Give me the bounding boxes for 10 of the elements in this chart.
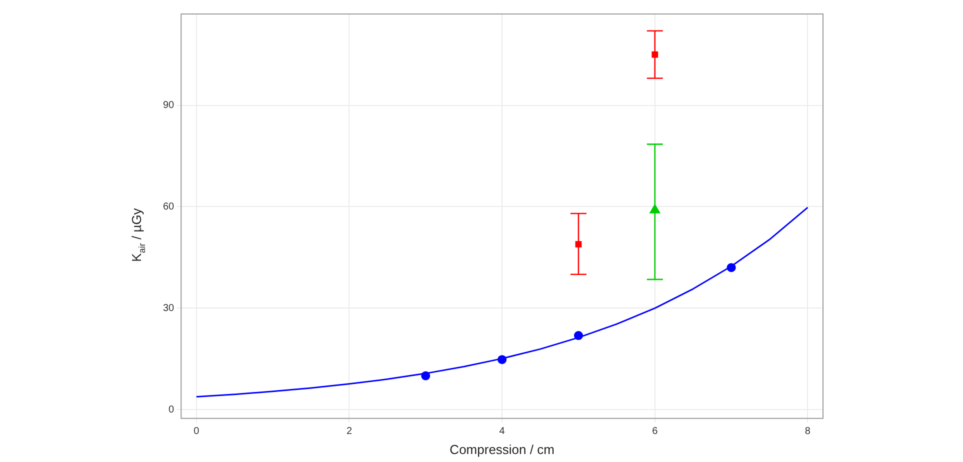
y-tick-label: 60 xyxy=(163,201,175,212)
y-tick-label: 30 xyxy=(163,302,175,314)
x-tick-label: 8 xyxy=(804,426,811,438)
x-tick-label: 0 xyxy=(194,426,200,438)
x-axis-title: Compression / cm xyxy=(450,442,554,457)
x-tick-label: 6 xyxy=(652,426,658,438)
x-tick-label: 4 xyxy=(499,426,506,438)
y-tick-label: 0 xyxy=(168,404,175,416)
x-tick-label: 2 xyxy=(346,426,352,438)
y-tick-label: 90 xyxy=(163,100,175,112)
